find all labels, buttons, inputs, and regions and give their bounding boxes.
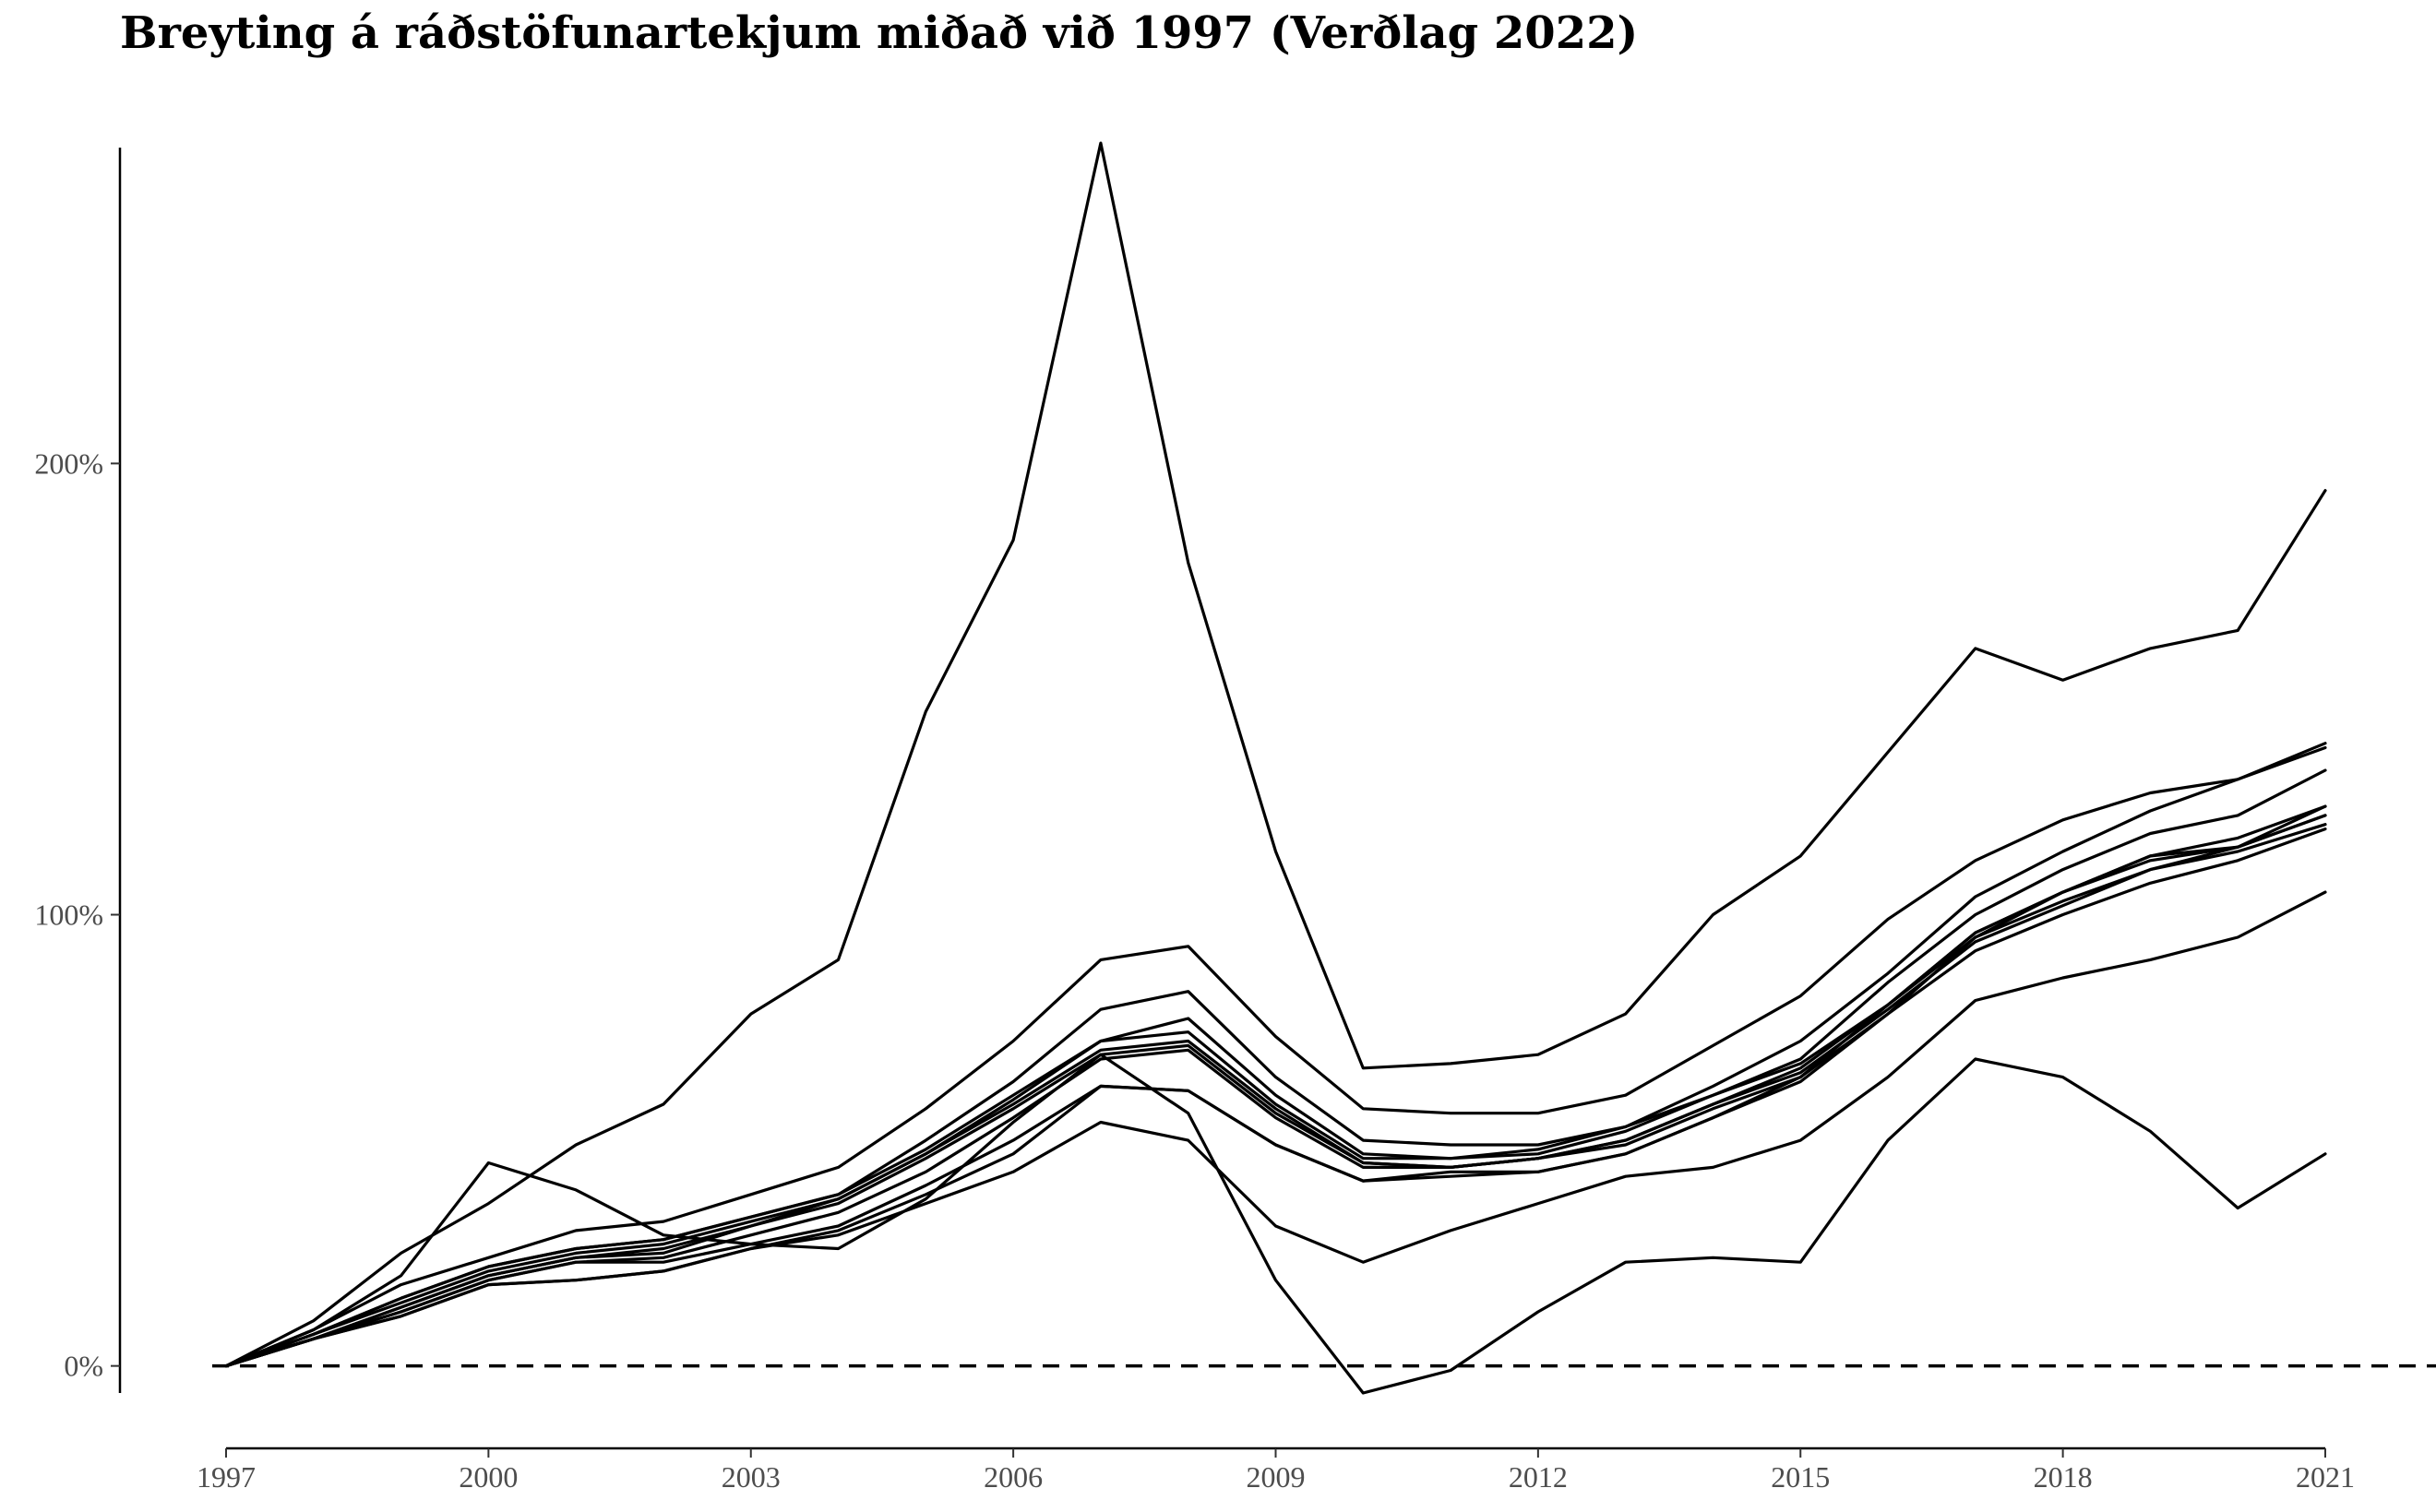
series-line-11	[224, 890, 2327, 1368]
x-tick-label: 2018	[2034, 1460, 2093, 1494]
series-line-12	[224, 1053, 2327, 1395]
y-tick-label: 200%	[34, 446, 103, 480]
chart-title: Breyting á ráðstöfunartekjum miðað við 1…	[120, 7, 1639, 59]
x-tick-label: 2000	[459, 1460, 518, 1494]
y-axis: 0% 100% 200%	[34, 148, 122, 1393]
x-tick-label: 1997	[197, 1460, 256, 1494]
x-tick-label: 2012	[1509, 1460, 1568, 1494]
x-tick-label: 2006	[984, 1460, 1043, 1494]
y-tick-label: 0%	[64, 1350, 103, 1383]
series-group	[224, 141, 2327, 1395]
series-line-3	[224, 768, 2327, 1368]
series-line-4	[224, 745, 2327, 1368]
x-tick-label: 2015	[1771, 1460, 1830, 1494]
series-line-2	[224, 742, 2327, 1368]
series-line-1	[224, 141, 2327, 1368]
series-line-7	[224, 823, 2327, 1368]
x-tick-label: 2021	[2296, 1460, 2355, 1494]
series-line-8	[224, 827, 2327, 1368]
x-tick-label: 2003	[722, 1460, 781, 1494]
x-tick-label: 2009	[1247, 1460, 1306, 1494]
x-axis: 1997 2000 2003 2006 2009 2012 2015 2018 2021	[197, 1447, 2355, 1494]
y-tick-label: 100%	[34, 899, 103, 932]
